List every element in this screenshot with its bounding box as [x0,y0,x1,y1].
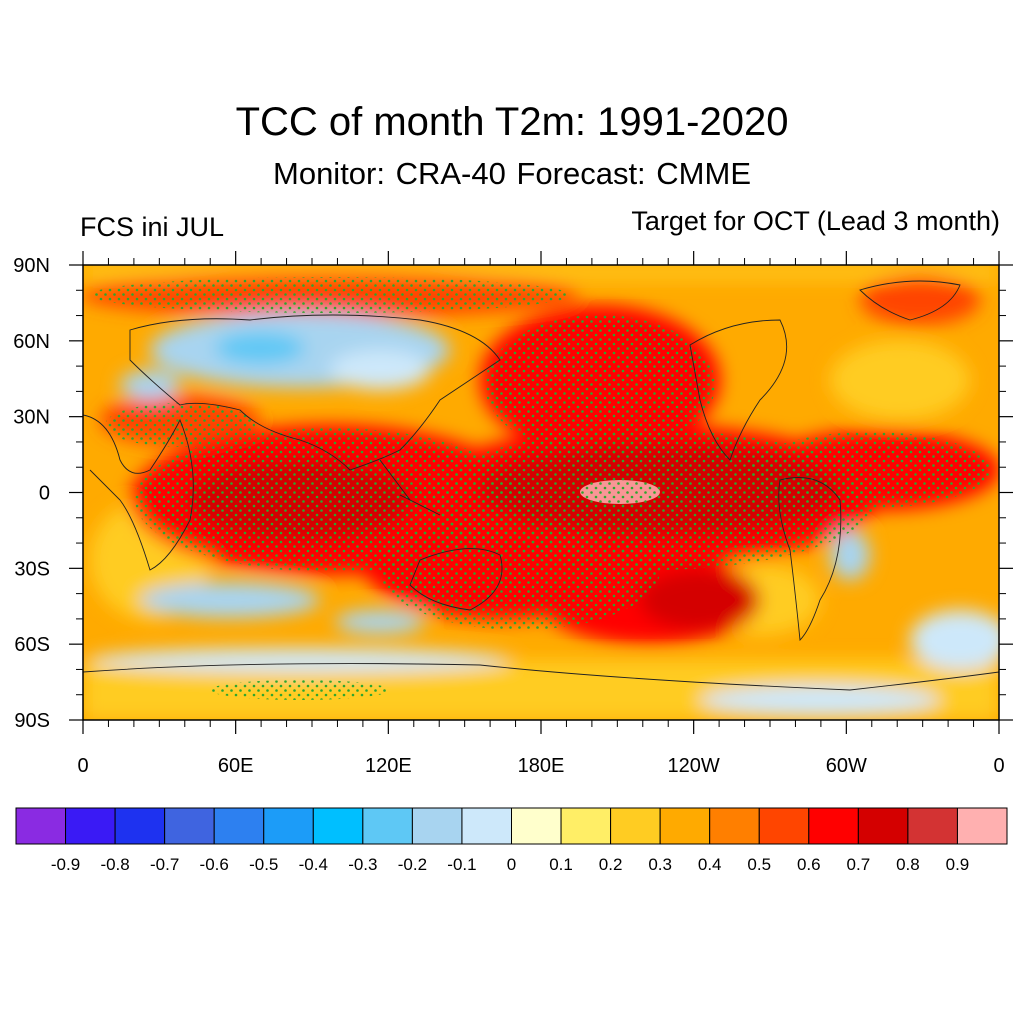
colorbar-swatch [263,807,314,845]
colorbar-swatch [610,807,661,845]
lon-tick-label: 60E [218,755,254,777]
colorbar-label: -0.8 [100,855,129,874]
colorbar-label: -0.2 [398,855,427,874]
lat-tick-label: 90N [13,255,50,277]
colorbar-label: 0.6 [797,855,821,874]
colorbar-swatch [659,807,711,845]
colorbar-label: 0.9 [946,855,970,874]
colorbar-swatch [461,807,513,845]
lat-tick-label: 60N [13,331,50,353]
colorbar-label: 0.3 [648,855,672,874]
colorbar-swatch [758,807,810,845]
lon-tick-label: 180E [518,755,565,777]
colorbar-label: 0.2 [599,855,623,874]
colorbar-swatch [808,807,859,845]
correlation-field [83,265,999,720]
colorbar-swatch [956,807,1008,845]
colorbar-swatch [511,807,562,845]
colorbar-swatch [907,807,958,845]
colorbar-label: -0.7 [150,855,179,874]
colorbar-label: -0.5 [249,855,278,874]
colorbar-label: -0.6 [200,855,229,874]
map-subtitle: Monitor: CRA-40 Forecast: CMME [273,156,751,191]
map-title: TCC of month T2m: 1991-2020 [235,100,789,144]
colorbar-swatch [857,807,909,845]
lon-tick-label: 60W [826,755,867,777]
target-label: Target for OCT (Lead 3 month) [631,206,1000,236]
lon-tick-label: 120W [668,755,720,777]
init-label: FCS ini JUL [80,212,225,242]
colorbar-label: -0.3 [348,855,377,874]
colorbar-swatch [312,807,364,845]
lat-tick-label: 60S [14,634,50,656]
lat-tick-label: 30N [13,407,50,429]
colorbar-label: 0 [507,855,516,874]
colorbar-swatch [15,807,67,845]
colorbar-label: -0.4 [299,855,328,874]
colorbar-label: 0.7 [847,855,871,874]
colorbar-label: 0.4 [698,855,722,874]
lon-tick-label: 0 [993,755,1004,777]
colorbar-swatch [213,807,265,845]
lon-tick-label: 120E [365,755,412,777]
colorbar-label: 0.8 [896,855,920,874]
colorbar-swatch [560,807,612,845]
lat-tick-label: 90S [14,710,50,732]
axis-ticks [69,251,1013,734]
colorbar: -0.9 -0.8 -0.7 -0.6 -0.5 -0.4 -0.3 -0.2 -0.1 0 0.1… [15,807,1008,874]
lon-tick-label: 0 [77,755,88,777]
significance-stippling [90,277,990,700]
colorbar-swatch [411,807,463,845]
lat-tick-label: 0 [39,483,50,505]
colorbar-swatch [709,807,760,845]
colorbar-swatch [114,807,166,845]
coastlines [83,280,999,691]
colorbar-swatch [164,807,215,845]
colorbar-label: 0.1 [549,855,573,874]
colorbar-label: 0.5 [747,855,771,874]
colorbar-swatch [65,807,116,845]
axis-labels: 90N 60N 30N 0 30S 60S 90S 0 60E 120E 180E 120W 60W 0 [13,255,1004,777]
colorbar-label: -0.9 [51,855,80,874]
colorbar-swatch [362,807,413,845]
lat-tick-label: 30S [14,558,50,580]
colorbar-label: -0.1 [447,855,476,874]
